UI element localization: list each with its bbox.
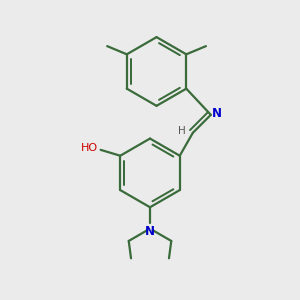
Text: N: N xyxy=(145,225,155,238)
Text: HO: HO xyxy=(81,143,98,153)
Text: N: N xyxy=(212,107,222,120)
Text: H: H xyxy=(178,126,186,136)
